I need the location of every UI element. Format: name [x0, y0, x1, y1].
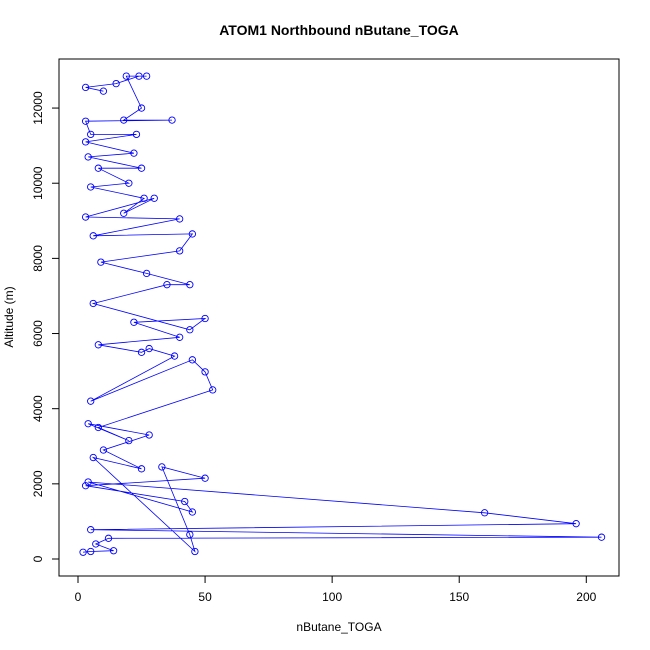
data-point [89, 453, 97, 462]
x-tick-label: 100 [322, 590, 342, 604]
data-point [176, 215, 184, 223]
data-point [130, 149, 138, 157]
data-point [201, 314, 209, 323]
data-point [109, 547, 118, 555]
data-point [145, 344, 153, 353]
data-point [104, 534, 113, 542]
data-point [81, 117, 90, 125]
data-point [84, 153, 92, 161]
y-tick-label: 2000 [31, 470, 45, 497]
data-point [122, 72, 130, 80]
data-point [94, 164, 102, 172]
x-axis-label: nButane_TOGA [296, 620, 381, 634]
y-axis: 0 2000 4000 6000 8000 10000 12000 [31, 91, 60, 562]
data-point [168, 116, 176, 124]
data-point [170, 352, 179, 360]
series-layer [79, 72, 606, 556]
data-point [597, 533, 606, 541]
chart-title: ATOM1 Northbound nButane_TOGA [219, 22, 459, 38]
data-point [163, 281, 171, 289]
data-point [89, 232, 97, 240]
data-point [87, 526, 95, 534]
data-point [130, 318, 138, 326]
data-point [84, 420, 92, 428]
plot-frame [58, 58, 620, 577]
data-point [97, 258, 105, 266]
x-tick-label: 0 [75, 590, 82, 604]
data-point [125, 179, 133, 187]
data-point [81, 83, 90, 92]
data-point [142, 72, 151, 80]
x-axis: 0 50 100 150 200 [75, 575, 597, 604]
data-point [137, 465, 146, 473]
data-point [191, 547, 199, 556]
data-point [201, 474, 209, 482]
y-tick-label: 6000 [31, 320, 45, 347]
x-tick-label: 50 [198, 590, 212, 604]
x-tick-label: 200 [576, 590, 596, 604]
data-point [186, 281, 194, 289]
y-tick-label: 10000 [31, 166, 45, 200]
data-point [87, 547, 95, 556]
data-point [120, 209, 128, 217]
x-tick-label: 150 [449, 590, 469, 604]
data-point [140, 194, 148, 202]
data-point [480, 509, 489, 517]
data-point [92, 540, 100, 548]
data-point [572, 520, 580, 528]
data-point [181, 497, 189, 506]
data-point [84, 478, 92, 486]
data-point [99, 446, 108, 454]
data-point [94, 341, 102, 349]
data-point [176, 333, 184, 341]
data-point [137, 164, 146, 172]
data-point [135, 72, 143, 80]
data-point [186, 530, 194, 539]
y-tick-label: 4000 [31, 395, 45, 422]
data-point [132, 130, 141, 139]
y-axis-label: Altitude (m) [2, 286, 16, 347]
data-point [87, 183, 95, 191]
data-point [87, 397, 95, 405]
data-point [137, 348, 146, 356]
data-point [188, 356, 197, 364]
data-point [137, 104, 146, 112]
data-point [87, 130, 95, 139]
data-point [81, 213, 90, 221]
data-point [94, 423, 102, 432]
data-point [112, 79, 120, 88]
data-point [79, 548, 87, 556]
data-point [81, 482, 90, 490]
data-point [81, 138, 90, 146]
data-point [209, 386, 217, 394]
data-point [201, 368, 209, 376]
data-point [150, 194, 158, 202]
data-point [120, 116, 128, 124]
data-point [158, 463, 166, 471]
data-point [99, 87, 108, 95]
data-point [125, 436, 133, 445]
y-tick-label: 12000 [31, 91, 45, 125]
data-point [142, 269, 151, 278]
data-point [89, 299, 97, 308]
y-tick-label: 8000 [31, 245, 45, 272]
y-tick-label: 0 [31, 555, 45, 562]
data-point [186, 326, 194, 334]
data-point [188, 230, 197, 238]
data-point [188, 508, 197, 516]
data-point [145, 431, 153, 439]
data-point [176, 247, 184, 255]
series-line [83, 75, 602, 553]
